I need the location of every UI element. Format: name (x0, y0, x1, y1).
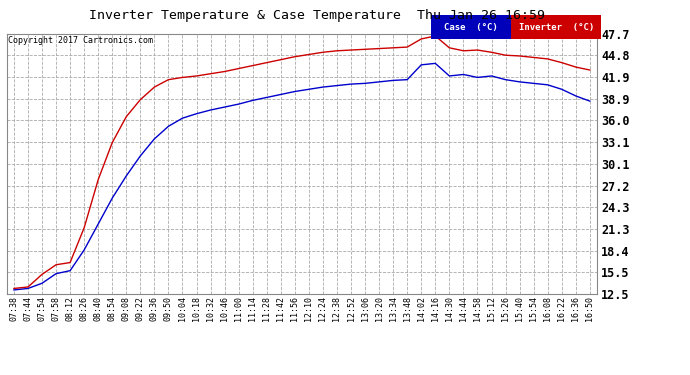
Text: Inverter  (°C): Inverter (°C) (518, 22, 594, 32)
Text: Case  (°C): Case (°C) (444, 22, 497, 32)
Text: Copyright 2017 Cartronics.com: Copyright 2017 Cartronics.com (8, 36, 153, 45)
Text: Inverter Temperature & Case Temperature  Thu Jan 26 16:59: Inverter Temperature & Case Temperature … (90, 9, 545, 22)
